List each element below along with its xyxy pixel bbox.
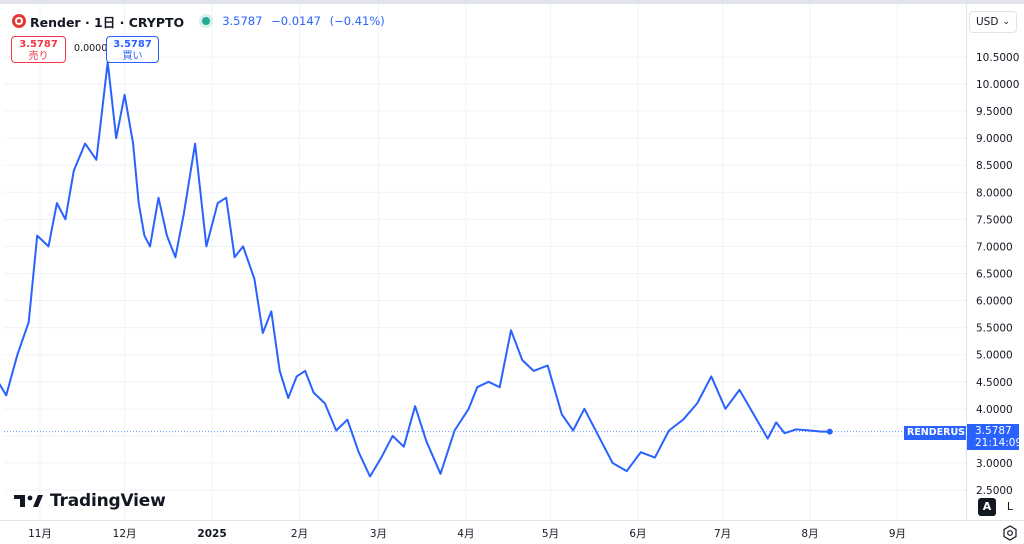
x-tick-label: 11月	[28, 528, 52, 540]
buy-label: 買い	[122, 51, 143, 62]
chart-grid	[4, 4, 966, 520]
price-change-pct: (−0.41%)	[329, 14, 385, 28]
x-tick-label: 7月	[714, 528, 731, 540]
top-border	[0, 0, 1024, 4]
sell-label: 売り	[28, 51, 49, 62]
y-tick-label: 7.0000	[976, 241, 1013, 253]
y-tick-label: 8.5000	[976, 160, 1013, 172]
y-tick-label: 10.5000	[976, 52, 1019, 64]
y-tick-label: 6.0000	[976, 296, 1013, 308]
price-summary: 3.5787 −0.0147 (−0.41%)	[222, 14, 390, 28]
sell-button[interactable]: 3.5787 売り	[11, 36, 66, 63]
symbol-axis-tag: RENDERUSD	[904, 426, 973, 440]
y-axis-separator	[966, 4, 967, 520]
market-status-icon[interactable]	[202, 17, 211, 25]
tradingview-logo[interactable]: TradingView	[14, 491, 166, 511]
y-tick-label: 6.5000	[976, 268, 1013, 280]
y-tick-label: 5.5000	[976, 323, 1013, 335]
buy-price: 3.5787	[113, 39, 152, 50]
auto-scale-button[interactable]: A	[978, 498, 996, 516]
x-tick-label: 12月	[113, 528, 137, 540]
y-tick-label: 3.0000	[976, 458, 1013, 470]
last-price-dot	[826, 428, 833, 435]
x-tick-label: 8月	[801, 528, 818, 540]
y-tick-label: 4.5000	[976, 377, 1013, 389]
spread-value: 0.0000	[74, 43, 108, 54]
x-tick-label: 2025	[197, 528, 226, 540]
x-axis-separator	[0, 520, 1024, 521]
sell-price: 3.5787	[19, 39, 58, 50]
currency-value: USD	[976, 16, 999, 28]
y-tick-label: 8.0000	[976, 187, 1013, 199]
x-tick-label: 9月	[889, 528, 906, 540]
y-tick-label: 4.0000	[976, 404, 1013, 416]
y-axis: 2.50003.00003.50004.00004.50005.00005.50…	[976, 52, 1019, 497]
x-tick-label: 3月	[370, 528, 387, 540]
chart-header: Render · 1日 · CRYPTO 3.5787 −0.0147 (−0.…	[12, 13, 390, 30]
tradingview-logo-icon	[14, 495, 43, 507]
buy-button[interactable]: 3.5787 買い	[106, 36, 159, 63]
last-price-axis-tag: 3.5787 21:14:09	[967, 424, 1023, 450]
currency-select[interactable]: USD ⌄	[969, 11, 1017, 33]
countdown-timer: 21:14:09	[975, 437, 1023, 449]
axis-tag-price: 3.5787	[975, 425, 1012, 437]
price-line-series	[0, 61, 830, 478]
tradingview-wordmark: TradingView	[50, 491, 166, 511]
chevron-down-icon: ⌄	[1002, 17, 1010, 27]
y-tick-label: 10.0000	[976, 79, 1019, 91]
symbol-title[interactable]: Render · 1日 · CRYPTO	[30, 14, 185, 30]
y-tick-label: 7.5000	[976, 214, 1013, 226]
y-tick-label: 5.0000	[976, 350, 1013, 362]
x-tick-label: 6月	[629, 528, 646, 540]
log-scale-button[interactable]: L	[1006, 500, 1014, 513]
price-change: −0.0147	[271, 14, 321, 28]
x-tick-label: 2月	[291, 528, 308, 540]
render-logo-icon	[12, 14, 26, 28]
settings-gear-icon[interactable]	[1001, 524, 1019, 542]
x-axis: 11月 12月 2025 2月 3月 4月 5月 6月 7月 8月 9月	[28, 528, 906, 540]
y-tick-label: 9.5000	[976, 106, 1013, 118]
y-tick-label: 9.0000	[976, 133, 1013, 145]
last-price: 3.5787	[222, 14, 263, 28]
x-tick-label: 4月	[457, 528, 474, 540]
y-tick-label: 2.5000	[976, 485, 1013, 497]
x-tick-label: 5月	[542, 528, 559, 540]
